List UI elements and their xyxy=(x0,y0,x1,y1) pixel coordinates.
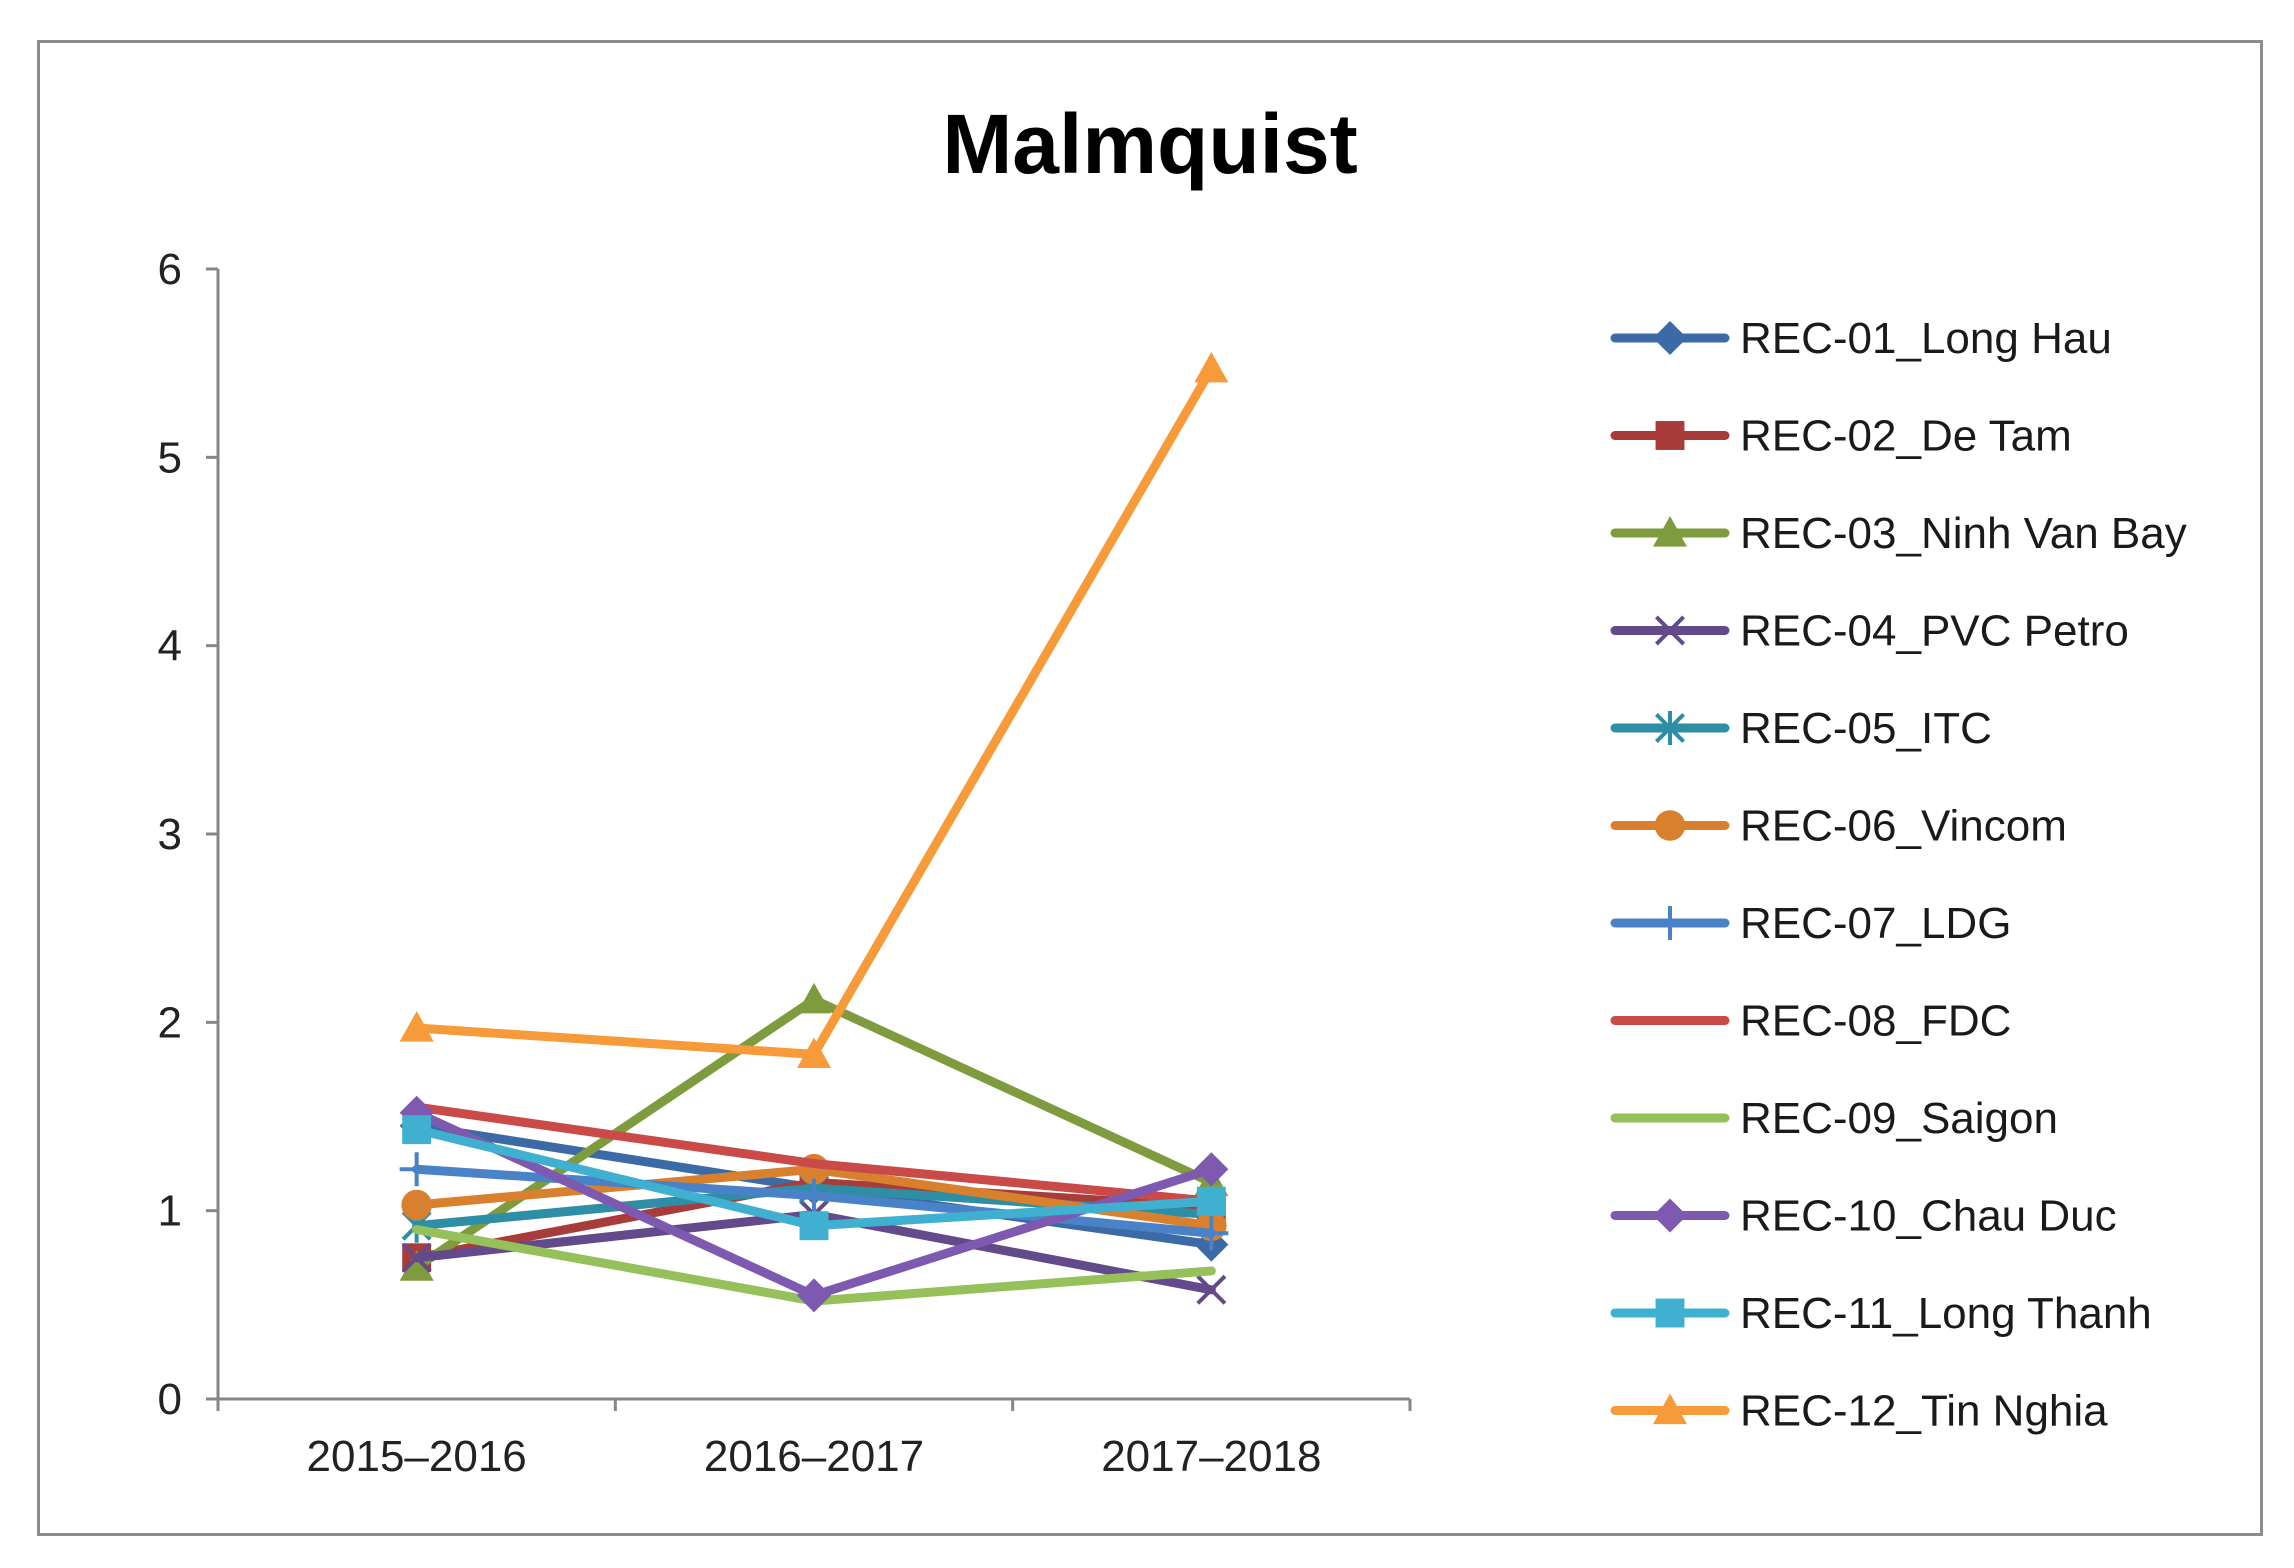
data-point-rec-03-ninh-van-bay xyxy=(399,1250,434,1281)
y-tick-label: 3 xyxy=(158,810,182,859)
legend-marker xyxy=(1654,711,1686,745)
malmquist-line-chart: Malmquist 0 1 2 3 4 5 6 2015–2016 2016–2017 2017–… xyxy=(158,97,2187,1481)
data-point-rec-06-vincom xyxy=(401,1189,432,1221)
series-rec-11-long-thanh xyxy=(402,1115,1226,1241)
data-point-rec-11-long-thanh xyxy=(799,1211,829,1241)
legend-item-rec-12-tin-nghia: REC-12_Tin Nghia xyxy=(1610,1387,2108,1436)
legend-label: REC-08_FDC xyxy=(1740,997,2011,1046)
data-point-rec-11-long-thanh xyxy=(402,1115,432,1145)
legend-label: REC-01_Long Hau xyxy=(1740,314,2112,363)
legend-label: REC-11_Long Thanh xyxy=(1740,1289,2152,1338)
data-point-rec-07-ldg xyxy=(1194,1216,1229,1251)
legend-label: REC-09_Saigon xyxy=(1740,1094,2058,1143)
series-rec-12-tin-nghia xyxy=(399,351,1229,1068)
legend-marker xyxy=(1654,615,1686,646)
legend-item-rec-09-saigon: REC-09_Saigon xyxy=(1610,1094,2058,1143)
y-tick-label: 1 xyxy=(158,1187,182,1236)
x-tick-label: 2015–2016 xyxy=(307,1432,527,1481)
legend-marker xyxy=(1655,421,1685,450)
legend: REC-01_Long Hau REC-02_De Tam REC-03_Ninh … xyxy=(1610,314,2187,1436)
legend-marker xyxy=(1654,810,1686,841)
legend-item-rec-11-long-thanh: REC-11_Long Thanh xyxy=(1610,1289,2152,1338)
legend-label: REC-12_Tin Nghia xyxy=(1740,1387,2108,1436)
y-tick-label: 4 xyxy=(158,622,182,671)
legend-item-rec-02-de-tam: REC-02_De Tam xyxy=(1610,412,2072,461)
data-point-rec-03-ninh-van-bay xyxy=(797,982,831,1014)
data-point-rec-04-pvc-petro xyxy=(1196,1274,1227,1305)
x-tick-label: 2017–2018 xyxy=(1101,1432,1321,1481)
data-point-rec-12-tin-nghia xyxy=(1194,351,1229,383)
legend-label: REC-07_LDG xyxy=(1740,899,2011,948)
data-point-rec-10-chau-duc xyxy=(1194,1152,1229,1187)
legend-label: REC-05_ITC xyxy=(1740,704,1992,753)
y-tick-label: 5 xyxy=(158,433,182,482)
data-point-rec-07-ldg xyxy=(797,1178,831,1213)
data-point-rec-10-chau-duc xyxy=(797,1278,831,1313)
legend-item-rec-08-fdc: REC-08_FDC xyxy=(1610,997,2011,1046)
legend-marker xyxy=(1653,906,1687,940)
x-tick-label: 2016–2017 xyxy=(704,1432,924,1481)
legend-item-rec-07-ldg: REC-07_LDG xyxy=(1610,899,2011,948)
legend-label: REC-04_PVC Petro xyxy=(1740,607,2129,656)
legend-label: REC-03_Ninh Van Bay xyxy=(1740,509,2187,558)
chart-frame: Malmquist 0 1 2 3 4 5 6 2015–2016 2016–2017 2017–… xyxy=(37,40,2263,1536)
legend-marker xyxy=(1653,1198,1687,1233)
legend-marker xyxy=(1653,516,1687,547)
legend-label: REC-02_De Tam xyxy=(1740,412,2072,461)
legend-item-rec-01-long-hau: REC-01_Long Hau xyxy=(1610,314,2112,363)
legend-item-rec-10-chau-duc: REC-10_Chau Duc xyxy=(1610,1192,2117,1241)
data-point-rec-04-pvc-petro xyxy=(401,1242,432,1273)
data-point-rec-12-tin-nghia xyxy=(399,1010,434,1042)
data-point-rec-11-long-thanh xyxy=(1196,1186,1226,1216)
legend-item-rec-06-vincom: REC-06_Vincom xyxy=(1610,802,2067,851)
y-tick-label: 6 xyxy=(158,245,182,294)
chart-title: Malmquist xyxy=(942,97,1357,191)
legend-item-rec-03-ninh-van-bay: REC-03_Ninh Van Bay xyxy=(1610,509,2187,558)
legend-marker xyxy=(1653,1393,1687,1425)
legend-label: REC-06_Vincom xyxy=(1740,802,2067,851)
legend-item-rec-04-pvc-petro: REC-04_PVC Petro xyxy=(1610,607,2129,656)
legend-label: REC-10_Chau Duc xyxy=(1740,1192,2117,1241)
y-tick-label: 0 xyxy=(158,1375,182,1424)
series-rec-08-fdc xyxy=(412,1102,1216,1206)
legend-item-rec-05-itc: REC-05_ITC xyxy=(1610,704,1992,753)
legend-marker xyxy=(1653,321,1687,355)
legend-marker xyxy=(1655,1298,1685,1328)
series-line-rec-12-tin-nghia xyxy=(412,364,1216,1059)
y-tick-label: 2 xyxy=(158,998,182,1047)
series-layer xyxy=(399,351,1229,1313)
data-point-rec-12-tin-nghia xyxy=(797,1037,831,1068)
series-line-rec-08-fdc xyxy=(412,1102,1216,1206)
axes-layer: 0 1 2 3 4 5 6 2015–2016 2016–2017 2017–2018 xyxy=(158,245,1412,1481)
data-point-rec-07-ldg xyxy=(399,1152,434,1187)
